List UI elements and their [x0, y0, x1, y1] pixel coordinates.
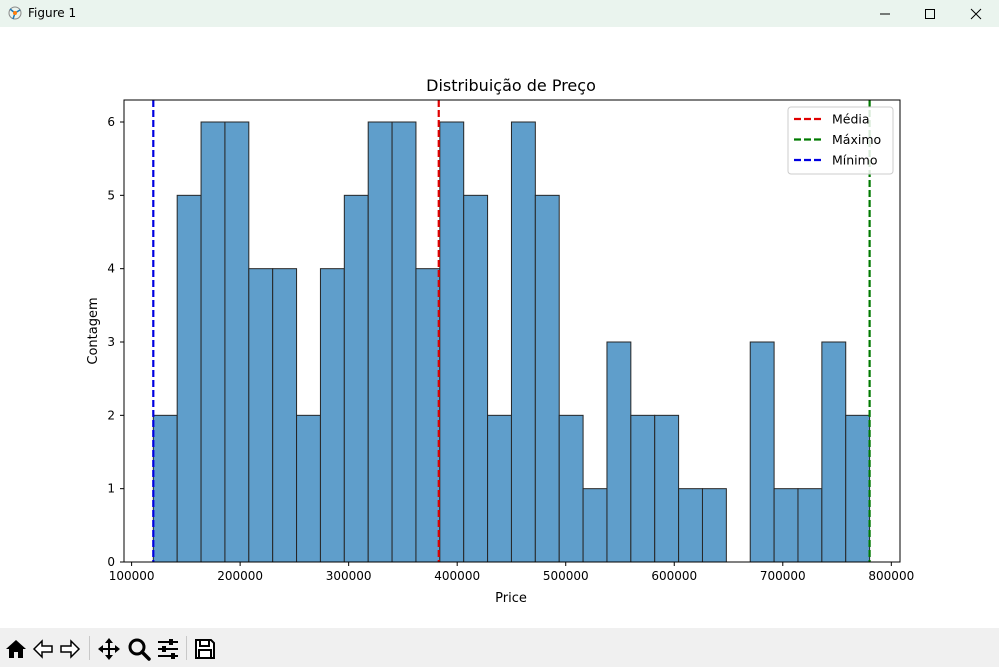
x-tick-label: 300000: [326, 569, 372, 583]
histogram-bar: [439, 121, 465, 563]
histogram-bar: [534, 194, 560, 563]
y-tick-label: 1: [107, 482, 115, 496]
histogram-bar: [749, 341, 775, 563]
histogram-bar: [487, 414, 512, 563]
y-tick-label: 2: [107, 408, 115, 422]
histogram-bar: [319, 268, 345, 563]
legend-box: [787, 106, 894, 175]
x-tick-label: 800000: [868, 569, 914, 583]
histogram-bar: [510, 121, 536, 563]
chart-title: Distribuição de Preço: [426, 76, 596, 95]
histogram-bar: [797, 488, 823, 563]
y-tick-label: 5: [107, 188, 115, 202]
maximize-icon: [925, 8, 935, 19]
legend-entry: Média: [832, 112, 870, 127]
y-tick-label: 3: [107, 335, 115, 349]
legend-entry: Mínimo: [832, 153, 877, 168]
legend: Média Máximo Mínimo: [787, 106, 894, 175]
histogram-bar: [678, 488, 703, 563]
histogram-bar: [654, 414, 680, 563]
configure-subplots-icon[interactable]: [156, 637, 180, 661]
close-icon: [970, 8, 982, 19]
histogram-chart: Distribuição de Preço 100000 200000 300000…: [86, 76, 914, 606]
window-title: Figure 1: [28, 6, 77, 20]
minimize-icon: [880, 13, 890, 14]
y-tick-label: 6: [107, 115, 115, 129]
histogram-bar: [296, 414, 321, 563]
histogram-bar: [415, 268, 441, 563]
x-tick-label: 500000: [543, 569, 589, 583]
histogram-bar: [821, 341, 847, 563]
histogram-bar: [701, 488, 727, 563]
histogram-bar: [391, 121, 417, 563]
toolbar-separator: [89, 636, 90, 660]
back-icon[interactable]: [31, 637, 55, 661]
axes-frame: [123, 99, 901, 563]
y-axis-label: Contagem: [86, 297, 101, 364]
forward-icon[interactable]: [58, 637, 82, 661]
home-icon[interactable]: [4, 637, 28, 661]
y-tick-label: 4: [107, 262, 115, 276]
save-icon[interactable]: [193, 637, 217, 661]
x-tick-label: 400000: [434, 569, 480, 583]
y-tick-label: 0: [107, 555, 115, 569]
histogram-bar: [773, 488, 799, 563]
x-axis-label: Price: [495, 591, 527, 606]
figure-canvas[interactable]: Distribuição de Preço 100000 200000 300000…: [0, 27, 999, 628]
histogram-bar: [582, 488, 608, 563]
histogram-bar: [200, 121, 226, 563]
histogram-bar: [248, 268, 274, 563]
window-titlebar: Figure 1: [0, 0, 999, 27]
histogram-bar: [463, 194, 489, 563]
navigation-toolbar: [0, 628, 999, 667]
histogram-bar: [176, 194, 202, 563]
histogram-bar: [630, 414, 656, 563]
x-tick-label: 200000: [217, 569, 263, 583]
x-tick-label: 700000: [760, 569, 806, 583]
maximize-button[interactable]: [907, 0, 953, 27]
histogram-bar: [272, 268, 298, 563]
toolbar-separator: [186, 636, 187, 660]
histogram-bar: [367, 121, 393, 563]
histogram-bar: [558, 414, 584, 563]
zoom-icon[interactable]: [127, 637, 151, 661]
close-button[interactable]: [953, 0, 999, 27]
x-tick-label: 100000: [109, 569, 155, 583]
legend-entry: Máximo: [832, 132, 881, 147]
histogram-bar: [224, 121, 250, 563]
app-icon: [8, 6, 22, 20]
minimize-button[interactable]: [862, 0, 908, 27]
histogram-bar: [152, 414, 178, 563]
histogram-bar: [343, 194, 369, 563]
histogram-bar: [845, 414, 871, 563]
x-tick-label: 600000: [651, 569, 697, 583]
histogram-bar: [606, 341, 632, 563]
pan-icon[interactable]: [97, 637, 121, 661]
